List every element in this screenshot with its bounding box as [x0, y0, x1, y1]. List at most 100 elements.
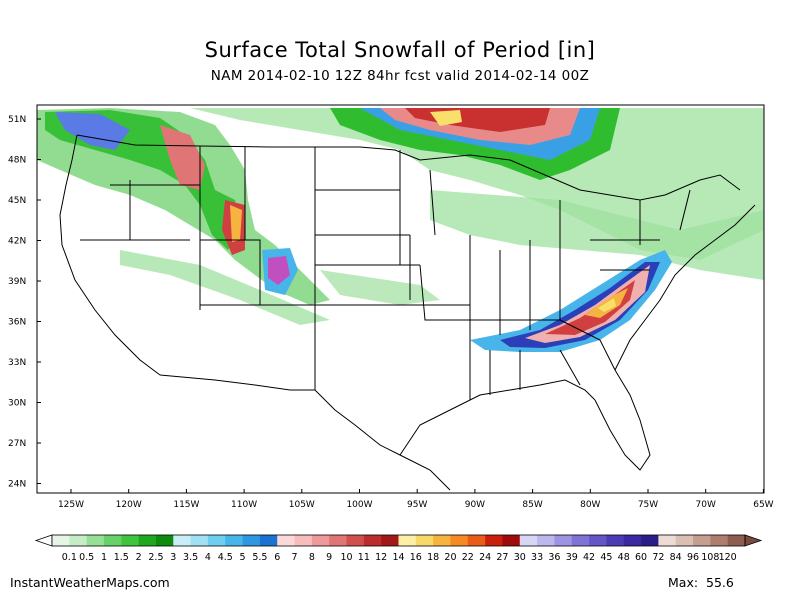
colorbar-swatch	[225, 535, 243, 546]
lon-label: 85W	[522, 500, 542, 510]
colorbar-label: 12	[375, 552, 387, 563]
colorbar-label: 4.5	[218, 552, 233, 563]
colorbar-label: 2.5	[148, 552, 163, 563]
max-label: Max:	[668, 575, 699, 590]
max-value-label: Max: 55.6	[668, 575, 734, 590]
lat-label: 24N	[8, 480, 26, 490]
colorbar-label: 10	[340, 552, 352, 563]
map-title: Surface Total Snowfall of Period [in]	[204, 38, 596, 62]
colorbar-min-arrow	[34, 534, 53, 547]
colorbar-label: 96	[687, 552, 699, 563]
lon-label: 70W	[696, 500, 716, 510]
lon-label: 110W	[231, 500, 257, 510]
colorbar-swatch	[173, 535, 191, 546]
colorbar-swatch	[329, 535, 347, 546]
colorbar-swatch	[450, 535, 469, 546]
colorbar-label: 36	[548, 552, 560, 563]
lat-label: 30N	[8, 399, 26, 409]
colorbar-label: 1	[101, 552, 107, 563]
colorbar-swatch	[606, 535, 625, 546]
colorbar-swatch	[467, 535, 486, 546]
colorbar-swatch	[537, 535, 555, 546]
colorbar-label: 27	[496, 552, 508, 563]
max-value: 55.6	[706, 575, 734, 590]
colorbar-swatch	[433, 535, 451, 546]
colorbar-swatch	[710, 535, 728, 546]
source-label: InstantWeatherMaps.com	[10, 575, 170, 590]
lon-label: 80W	[580, 500, 600, 510]
colorbar-swatch	[623, 535, 642, 546]
colorbar-swatch	[502, 535, 521, 546]
lat-label: 51N	[8, 115, 26, 125]
colorbar-swatch	[242, 535, 261, 546]
colorbar-label: 6	[274, 552, 280, 563]
colorbar-swatch	[155, 535, 174, 546]
colorbar-swatch	[693, 535, 711, 546]
lon-label: 75W	[638, 500, 658, 510]
colorbar-swatch	[641, 535, 659, 546]
lat-label: 39N	[8, 277, 26, 287]
colorbar-label: 39	[566, 552, 578, 563]
colorbar-label: 24	[479, 552, 491, 563]
lon-label: 115W	[173, 500, 199, 510]
lon-label: 125W	[58, 500, 84, 510]
colorbar-label: 0.1	[62, 552, 77, 563]
lat-label: 33N	[8, 358, 26, 368]
colorbar-swatch	[190, 535, 209, 546]
colorbar-swatch	[294, 535, 313, 546]
colorbar-swatch	[86, 535, 105, 546]
colorbar-label: 9	[326, 552, 332, 563]
colorbar-swatch	[52, 535, 70, 546]
colorbar-swatch	[727, 535, 746, 546]
lat-label: 48N	[8, 156, 26, 166]
colorbar-label: 30	[514, 552, 526, 563]
colorbar-swatch	[415, 535, 434, 546]
colorbar-swatch	[277, 535, 295, 546]
colorbar-swatch	[363, 535, 382, 546]
colorbar-label: 1.5	[114, 552, 129, 563]
colorbar-label: 22	[462, 552, 474, 563]
colorbar-label: 108	[701, 552, 719, 563]
lon-label: 105W	[289, 500, 315, 510]
lat-label: 45N	[8, 196, 26, 206]
colorbar-label: 16	[410, 552, 422, 563]
latitude-axis: 51N 48N 45N 42N 39N 36N 33N 30N 27N 24N	[8, 115, 41, 490]
colorbar-max-arrow	[744, 534, 763, 547]
colorbar-label: 60	[635, 552, 647, 563]
colorbar-swatch	[138, 535, 157, 546]
longitude-axis: 125W 120W 115W 110W 105W 100W 95W 90W 85W 80W 75W 7…	[58, 489, 774, 510]
colorbar-label: 18	[427, 552, 439, 563]
colorbar-label: 33	[531, 552, 543, 563]
lat-label: 36N	[8, 318, 26, 328]
colorbar-swatch	[207, 535, 226, 546]
colorbar-label: 14	[392, 552, 404, 563]
colorbar-swatch	[381, 535, 399, 546]
colorbar-label: 0.5	[79, 552, 94, 563]
colorbar-swatch	[121, 535, 139, 546]
colorbar-swatch	[311, 535, 330, 546]
colorbar-label: 5.5	[252, 552, 267, 563]
colorbar-label: 7	[292, 552, 298, 563]
colorbar-swatch	[485, 535, 503, 546]
lon-label: 90W	[465, 500, 485, 510]
colorbar-swatch	[519, 535, 538, 546]
colorbar-swatch	[103, 535, 122, 546]
lat-label: 27N	[8, 439, 26, 449]
colorbar-swatch	[589, 535, 607, 546]
colorbar-label: 72	[652, 552, 664, 563]
lat-label: 42N	[8, 237, 26, 247]
lon-label: 95W	[407, 500, 427, 510]
colorbar-label: 20	[444, 552, 456, 563]
colorbar-label: 42	[583, 552, 595, 563]
colorbar-swatch	[346, 535, 365, 546]
lon-label: 65W	[753, 500, 773, 510]
lon-label: 100W	[346, 500, 372, 510]
colorbar: 0.1 0.5 1 1.5 2 2.5 3 3.5 4 4.5 5 5.5 6 7 8 9 10 11 12 14 16…	[34, 534, 763, 563]
colorbar-swatch	[571, 535, 590, 546]
boundaries	[59, 134, 756, 491]
colorbar-label: 45	[600, 552, 612, 563]
lon-label: 120W	[116, 500, 142, 510]
colorbar-swatch	[554, 535, 573, 546]
map-subtitle: NAM 2014-02-10 12Z 84hr fcst valid 2014-…	[210, 68, 590, 84]
